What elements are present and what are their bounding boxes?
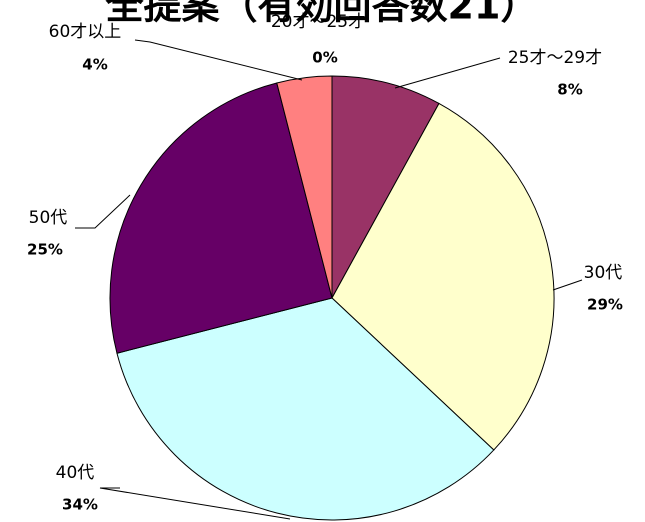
leader-line	[75, 194, 131, 229]
leader-line	[394, 57, 501, 89]
slice-value-label: 0%	[312, 49, 337, 67]
slice-label: 40代	[56, 463, 95, 483]
pie-slice	[109, 82, 333, 354]
slice-value-label: 8%	[557, 81, 582, 99]
pie-slice	[276, 75, 333, 299]
slice-value-label: 25%	[27, 241, 63, 259]
slice-label: 25才～29才	[508, 48, 602, 68]
pie-slice	[116, 297, 495, 521]
slice-value-label: 29%	[587, 296, 623, 314]
slice-label: 20才～25才	[271, 12, 365, 32]
slice-value-label: 4%	[82, 56, 107, 74]
pie-slice	[331, 75, 440, 299]
leader-line	[552, 279, 583, 291]
chart-title: 全提案（有効回答数21）	[105, 0, 539, 28]
leader-line	[134, 39, 303, 81]
slice-label: 50代	[29, 208, 68, 228]
slice-label: 60才以上	[49, 22, 122, 42]
slice-label: 30代	[584, 263, 623, 283]
slice-value-label: 34%	[62, 496, 98, 514]
leader-line	[99, 487, 291, 520]
pie-slice	[331, 102, 555, 451]
